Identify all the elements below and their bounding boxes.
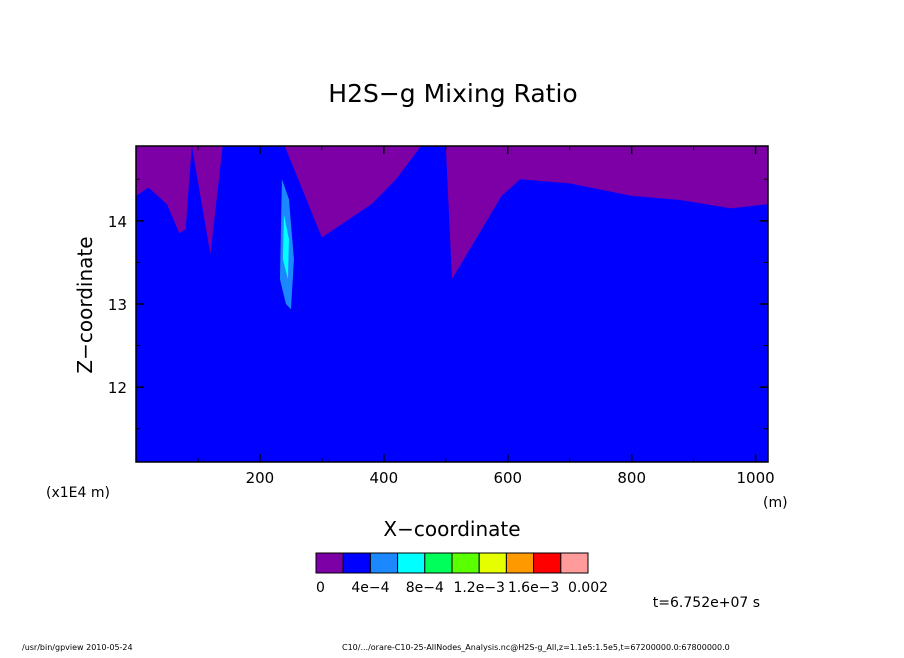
chart-title: H2S−g Mixing Ratio <box>328 79 577 108</box>
y-axis-label: Z−coordinate <box>73 236 97 373</box>
x-tick-label: 600 <box>493 469 522 487</box>
colorbar-swatch <box>533 552 562 574</box>
colorbar-label: 1.6e−3 <box>508 580 560 596</box>
colorbar-label: 1.2e−3 <box>453 580 505 596</box>
colorbar-label: 0.002 <box>568 580 608 596</box>
x-tick-label: 200 <box>246 469 275 487</box>
y-axis-unit: (x1E4 m) <box>46 485 110 501</box>
colorbar-swatch <box>560 552 589 574</box>
colorbar-label: 4e−4 <box>351 580 389 596</box>
colorbar-swatch <box>397 552 426 574</box>
field-region <box>136 146 768 462</box>
x-tick-label: 400 <box>370 469 399 487</box>
y-axis-ticks: 12 13 14 <box>108 178 768 430</box>
colorbar-label: 8e−4 <box>406 580 444 596</box>
colorbar: 0 4e−4 8e−4 1.2e−3 1.6e−3 0.002 <box>315 552 608 596</box>
y-tick-label: 12 <box>108 379 127 397</box>
y-tick-label: 13 <box>108 296 127 314</box>
colorbar-swatch <box>478 552 507 574</box>
colorbar-swatch <box>424 552 453 574</box>
plume-core <box>282 214 289 280</box>
plot-area <box>135 145 769 463</box>
x-axis-unit: (m) <box>763 495 788 511</box>
x-tick-label: 1000 <box>737 469 775 487</box>
colorbar-swatch <box>315 552 344 574</box>
x-axis-ticks: 200 400 600 800 1000 <box>197 146 775 487</box>
time-annotation: t=6.752e+07 s <box>653 595 760 611</box>
colorbar-swatch <box>342 552 371 574</box>
footer-left: /usr/bin/gpview 2010-05-24 <box>22 643 133 652</box>
x-axis-label: X−coordinate <box>383 517 520 541</box>
colorbar-swatch <box>369 552 399 574</box>
colorbar-label: 0 <box>316 580 325 596</box>
colorbar-swatch <box>451 552 480 574</box>
footer-right: C10/.../orare-C10-25-AllNodes_Analysis.n… <box>342 643 730 652</box>
x-tick-label: 800 <box>617 469 646 487</box>
colorbar-swatch <box>505 552 535 574</box>
y-tick-label: 14 <box>108 213 127 231</box>
